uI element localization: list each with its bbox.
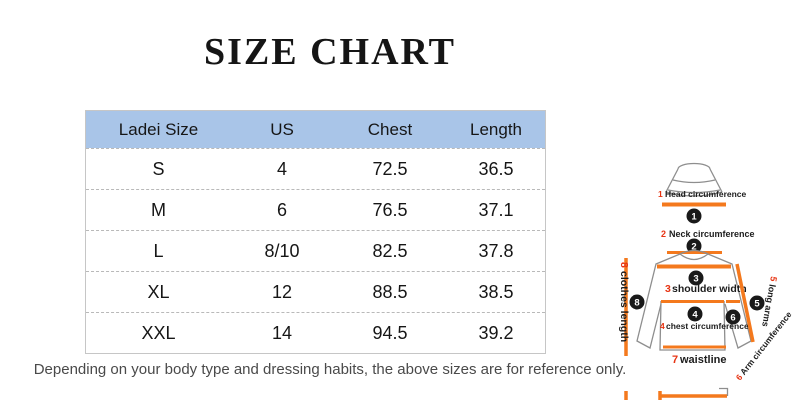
hat-icon bbox=[665, 162, 723, 197]
label-7-num: 7 bbox=[672, 354, 678, 366]
badge-3: 3 bbox=[688, 270, 704, 286]
label-3-text: shoulder width bbox=[672, 283, 747, 295]
size-table: Ladei Size US Chest Length S 4 72.5 36.5… bbox=[85, 110, 546, 354]
svg-text:8: 8 bbox=[618, 262, 630, 268]
col-header-size: Ladei Size bbox=[118, 119, 199, 139]
badge-6: 6 bbox=[725, 309, 741, 325]
cell-length: 38.5 bbox=[478, 281, 514, 302]
cell-us: 8/10 bbox=[264, 240, 300, 261]
cell-us: 12 bbox=[271, 281, 293, 302]
label-8: 8 clothes length bbox=[618, 262, 630, 342]
cell-length: 39.2 bbox=[478, 322, 514, 343]
svg-text:4: 4 bbox=[692, 310, 698, 321]
label-7-text: waistline bbox=[679, 354, 726, 366]
shirt-icon bbox=[636, 249, 752, 351]
reference-note: Depending on your body type and dressing… bbox=[33, 361, 627, 378]
col-header-us: US bbox=[270, 119, 294, 139]
svg-text:6: 6 bbox=[734, 372, 745, 382]
badge-2: 2 bbox=[686, 238, 702, 254]
cell-size: L bbox=[153, 240, 164, 261]
svg-text:5: 5 bbox=[768, 276, 779, 283]
page-title: SIZE CHART bbox=[203, 31, 456, 73]
measurement-diagram: 1 Head circumference 1 2 Neck circumfere… bbox=[618, 162, 794, 400]
svg-text:1: 1 bbox=[691, 212, 697, 223]
table-header-row: Ladei Size US Chest Length bbox=[86, 111, 545, 148]
cell-chest: 72.5 bbox=[372, 158, 408, 179]
svg-text:clothes length: clothes length bbox=[618, 271, 630, 342]
badge-8: 8 bbox=[629, 294, 645, 310]
cell-length: 37.1 bbox=[478, 199, 514, 220]
table-row: L 8/10 82.5 37.8 bbox=[86, 230, 545, 271]
svg-text:3: 3 bbox=[693, 274, 698, 285]
cell-chest: 88.5 bbox=[372, 281, 408, 302]
table-row: M 6 76.5 37.1 bbox=[86, 189, 545, 230]
cell-chest: 76.5 bbox=[372, 199, 408, 220]
cell-size: M bbox=[151, 199, 166, 220]
badge-4: 4 bbox=[687, 306, 703, 322]
label-3-num: 3 bbox=[665, 283, 671, 295]
label-1-num: 1 bbox=[658, 189, 663, 199]
label-4-num: 4 bbox=[660, 321, 665, 331]
badge-5: 5 bbox=[749, 295, 765, 311]
svg-text:8: 8 bbox=[634, 298, 639, 309]
cell-us: 4 bbox=[276, 158, 287, 179]
col-header-chest: Chest bbox=[367, 119, 413, 139]
svg-text:2: 2 bbox=[691, 242, 696, 253]
label-1-text: Head circumference bbox=[665, 189, 747, 199]
svg-text:5: 5 bbox=[754, 299, 760, 310]
svg-text:6: 6 bbox=[730, 313, 735, 324]
col-header-length: Length bbox=[470, 119, 522, 139]
cell-size: XXL bbox=[141, 322, 176, 343]
cell-size: S bbox=[152, 158, 165, 179]
cell-us: 6 bbox=[276, 199, 287, 220]
cell-size: XL bbox=[147, 281, 170, 302]
bottom-garment-partial bbox=[624, 387, 729, 400]
label-4-text: chest circumference bbox=[666, 321, 749, 331]
cell-chest: 94.5 bbox=[372, 322, 408, 343]
cell-length: 36.5 bbox=[478, 158, 514, 179]
cell-chest: 82.5 bbox=[372, 240, 408, 261]
table-row: S 4 72.5 36.5 bbox=[86, 148, 545, 189]
label-2-num: 2 bbox=[661, 229, 666, 239]
table-row: XXL 14 94.5 39.2 bbox=[86, 312, 545, 353]
badge-1: 1 bbox=[686, 208, 702, 224]
table-row: XL 12 88.5 38.5 bbox=[86, 271, 545, 312]
measure-line-arm bbox=[735, 263, 755, 343]
cell-us: 14 bbox=[271, 322, 293, 343]
label-2-text: Neck circumference bbox=[669, 229, 755, 239]
cell-length: 37.8 bbox=[478, 240, 514, 261]
